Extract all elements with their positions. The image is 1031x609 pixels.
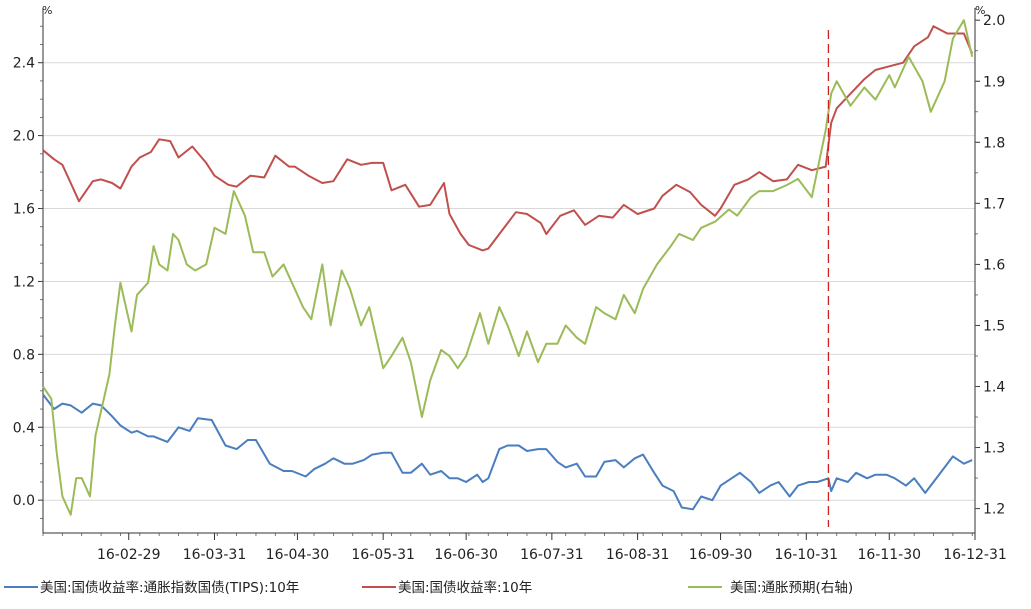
right-tick-label: 1.7 [983,196,1005,212]
legend: 美国:国债收益率:通胀指数国债(TIPS):10年 美国:国债收益率:10年 美国:… [4,579,853,596]
right-tick-label: 2.0 [983,13,1005,29]
left-axis-ticks: 0.0 0.4 0.8 1.2 1.6 2.0 2.4 [13,25,43,519]
x-tick-label: 16-07-31 [520,547,584,563]
legend-label-1: 美国:国债收益率:通胀指数国债(TIPS):10年 [40,579,299,596]
x-tick-label: 16-12-31 [943,547,1007,563]
left-axis-unit: % [42,4,52,17]
legend-label-3: 美国:通胀预期(右轴) [730,580,853,596]
left-tick-label: 2.0 [13,129,35,145]
legend-label-2: 美国:国债收益率:10年 [398,579,532,596]
x-tick-label: 16-08-31 [606,547,670,563]
left-tick-label: 1.2 [13,274,35,290]
left-tick-label: 0.8 [13,347,35,363]
series-line-3 [42,19,974,516]
x-tick-label: 16-02-29 [97,547,161,563]
left-tick-label: 2.4 [13,56,35,72]
left-tick-label: 1.6 [13,202,35,218]
right-tick-label: 1.2 [983,502,1005,518]
x-tick-label: 16-04-30 [266,547,330,563]
x-axis-ticks: 16-02-29 16-03-31 16-04-30 16-05-31 16-06-30… [42,533,1007,563]
x-tick-label: 16-11-30 [857,547,921,563]
x-tick-label: 16-06-30 [434,547,498,563]
right-tick-label: 1.9 [983,74,1005,90]
right-axis-ticks: 1.2 1.3 1.4 1.5 1.6 1.7 1.8 1.9 2.0 [975,13,1005,518]
right-tick-label: 1.3 [983,441,1005,457]
x-tick-label: 16-09-30 [689,547,753,563]
series-layer [42,19,974,516]
x-tick-label: 16-05-31 [351,547,415,563]
gridlines [43,62,975,501]
right-tick-label: 1.8 [983,135,1005,151]
right-tick-label: 1.5 [983,318,1005,334]
x-tick-label: 16-10-31 [775,547,839,563]
right-axis-unit: % [975,4,985,17]
left-tick-label: 0.4 [13,420,35,436]
right-tick-label: 1.6 [983,257,1005,273]
x-tick-label: 16-03-31 [183,547,247,563]
series-line-2 [42,25,974,252]
right-tick-label: 1.4 [983,379,1005,395]
series-line-1 [42,393,973,511]
left-tick-label: 0.0 [13,493,35,509]
